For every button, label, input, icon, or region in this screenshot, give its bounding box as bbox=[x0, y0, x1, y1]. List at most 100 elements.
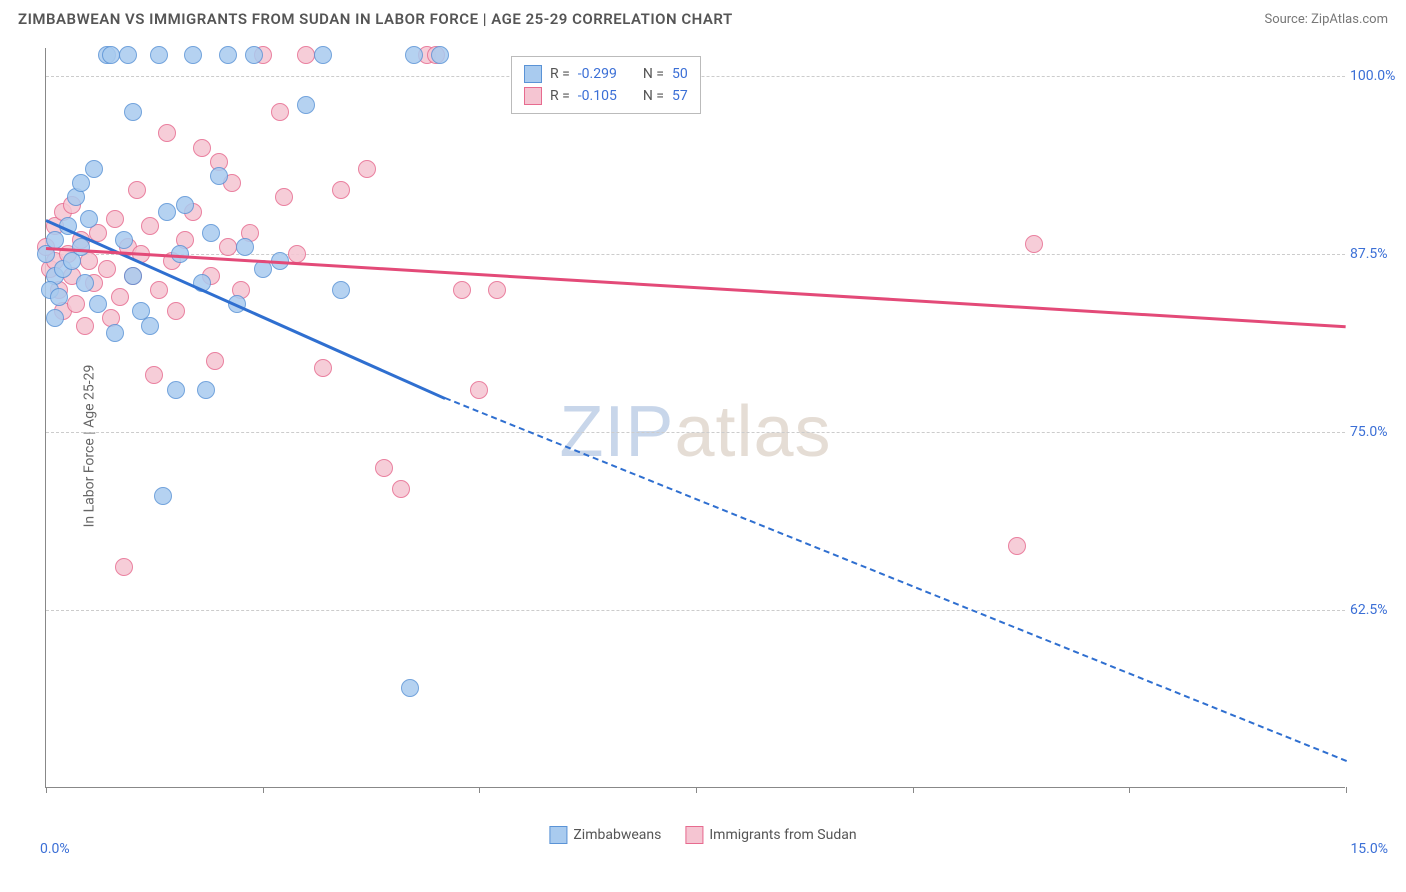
x-tick bbox=[46, 787, 47, 793]
data-point-b bbox=[206, 352, 224, 370]
source-name: ZipAtlas.com bbox=[1311, 12, 1388, 27]
data-point-b bbox=[332, 181, 350, 199]
data-point-b bbox=[219, 238, 237, 256]
x-tick bbox=[913, 787, 914, 793]
data-point-b bbox=[98, 260, 116, 278]
data-point-a bbox=[124, 103, 142, 121]
data-point-a bbox=[314, 46, 332, 64]
x-axis-min-label: 0.0% bbox=[40, 841, 70, 857]
r-label: R = bbox=[550, 66, 570, 82]
data-point-b bbox=[1025, 235, 1043, 253]
data-point-b bbox=[453, 281, 471, 299]
data-point-a bbox=[89, 295, 107, 313]
y-tick-label: 62.5% bbox=[1350, 602, 1405, 618]
data-point-a bbox=[72, 238, 90, 256]
gridline bbox=[46, 432, 1345, 433]
legend-stats-row: R = -0.105 N = 57 bbox=[524, 85, 688, 107]
data-point-a bbox=[76, 274, 94, 292]
legend-label-b: Immigrants from Sudan bbox=[709, 827, 856, 843]
legend-item-b: Immigrants from Sudan bbox=[685, 826, 856, 844]
data-point-b bbox=[358, 160, 376, 178]
data-point-b bbox=[76, 317, 94, 335]
data-point-a bbox=[141, 317, 159, 335]
data-point-b bbox=[158, 124, 176, 142]
chart-title: ZIMBABWEAN VS IMMIGRANTS FROM SUDAN IN L… bbox=[18, 10, 733, 28]
data-point-a bbox=[154, 487, 172, 505]
data-point-b bbox=[470, 381, 488, 399]
data-point-a bbox=[176, 196, 194, 214]
data-point-b bbox=[106, 210, 124, 228]
data-point-b bbox=[297, 46, 315, 64]
x-tick bbox=[696, 787, 697, 793]
legend-swatch-icon bbox=[524, 87, 542, 105]
data-point-b bbox=[288, 245, 306, 263]
source-attribution: Source: ZipAtlas.com bbox=[1264, 12, 1388, 27]
y-tick-label: 75.0% bbox=[1350, 424, 1405, 440]
data-point-a bbox=[210, 167, 228, 185]
legend-label-a: Zimbabweans bbox=[573, 827, 661, 843]
legend-stats-row: R =-0.299N =50 bbox=[524, 63, 688, 85]
data-point-a bbox=[332, 281, 350, 299]
data-point-b bbox=[150, 281, 168, 299]
data-point-b bbox=[141, 217, 159, 235]
x-tick bbox=[1129, 787, 1130, 793]
data-point-a bbox=[197, 381, 215, 399]
x-tick bbox=[263, 787, 264, 793]
data-point-a bbox=[158, 203, 176, 221]
gridline bbox=[46, 610, 1345, 611]
legend-stats: R =-0.299N =50R =-0.105N =57 bbox=[511, 56, 701, 114]
legend-swatch-b bbox=[685, 826, 703, 844]
data-point-a bbox=[431, 46, 449, 64]
data-point-a bbox=[167, 381, 185, 399]
data-point-b bbox=[145, 366, 163, 384]
data-point-b bbox=[111, 288, 129, 306]
r-value: -0.105 bbox=[578, 88, 617, 104]
data-point-b bbox=[275, 188, 293, 206]
legend-swatch-icon bbox=[524, 65, 542, 83]
x-tick bbox=[1346, 787, 1347, 793]
data-point-b bbox=[115, 558, 133, 576]
data-point-a bbox=[102, 46, 120, 64]
data-point-b bbox=[193, 139, 211, 157]
data-point-b bbox=[392, 480, 410, 498]
legend-item-a: Zimbabweans bbox=[549, 826, 661, 844]
data-point-a bbox=[115, 231, 133, 249]
data-point-b bbox=[128, 181, 146, 199]
data-point-a bbox=[184, 46, 202, 64]
x-axis-max-label: 15.0% bbox=[1350, 841, 1388, 857]
n-value: 57 bbox=[672, 88, 688, 104]
data-point-a bbox=[50, 288, 68, 306]
scatter-chart: ZIPatlas 62.5%75.0%87.5%100.0%R =-0.299N… bbox=[45, 48, 1345, 788]
trendline-a-extrapolated bbox=[444, 397, 1346, 762]
data-point-a bbox=[405, 46, 423, 64]
data-point-b bbox=[271, 103, 289, 121]
data-point-a bbox=[297, 96, 315, 114]
r-label: R = bbox=[550, 88, 570, 104]
legend-swatch-a bbox=[549, 826, 567, 844]
y-tick-label: 87.5% bbox=[1350, 246, 1405, 262]
data-point-a bbox=[401, 679, 419, 697]
data-point-a bbox=[124, 267, 142, 285]
data-point-a bbox=[150, 46, 168, 64]
data-point-a bbox=[46, 309, 64, 327]
source-prefix: Source: bbox=[1264, 12, 1311, 27]
data-point-a bbox=[72, 174, 90, 192]
data-point-a bbox=[219, 46, 237, 64]
data-point-a bbox=[119, 46, 137, 64]
data-point-a bbox=[236, 238, 254, 256]
y-tick-label: 100.0% bbox=[1350, 68, 1405, 84]
x-tick bbox=[479, 787, 480, 793]
data-point-b bbox=[375, 459, 393, 477]
legend-bottom: Zimbabweans Immigrants from Sudan bbox=[549, 826, 856, 844]
data-point-a bbox=[80, 210, 98, 228]
data-point-b bbox=[67, 295, 85, 313]
data-point-a bbox=[202, 224, 220, 242]
n-label: N = bbox=[643, 66, 664, 82]
data-point-a bbox=[106, 324, 124, 342]
data-point-a bbox=[85, 160, 103, 178]
chart-header: ZIMBABWEAN VS IMMIGRANTS FROM SUDAN IN L… bbox=[0, 0, 1406, 36]
r-value: -0.299 bbox=[578, 66, 617, 82]
n-label: N = bbox=[643, 88, 664, 104]
data-point-a bbox=[245, 46, 263, 64]
data-point-b bbox=[314, 359, 332, 377]
